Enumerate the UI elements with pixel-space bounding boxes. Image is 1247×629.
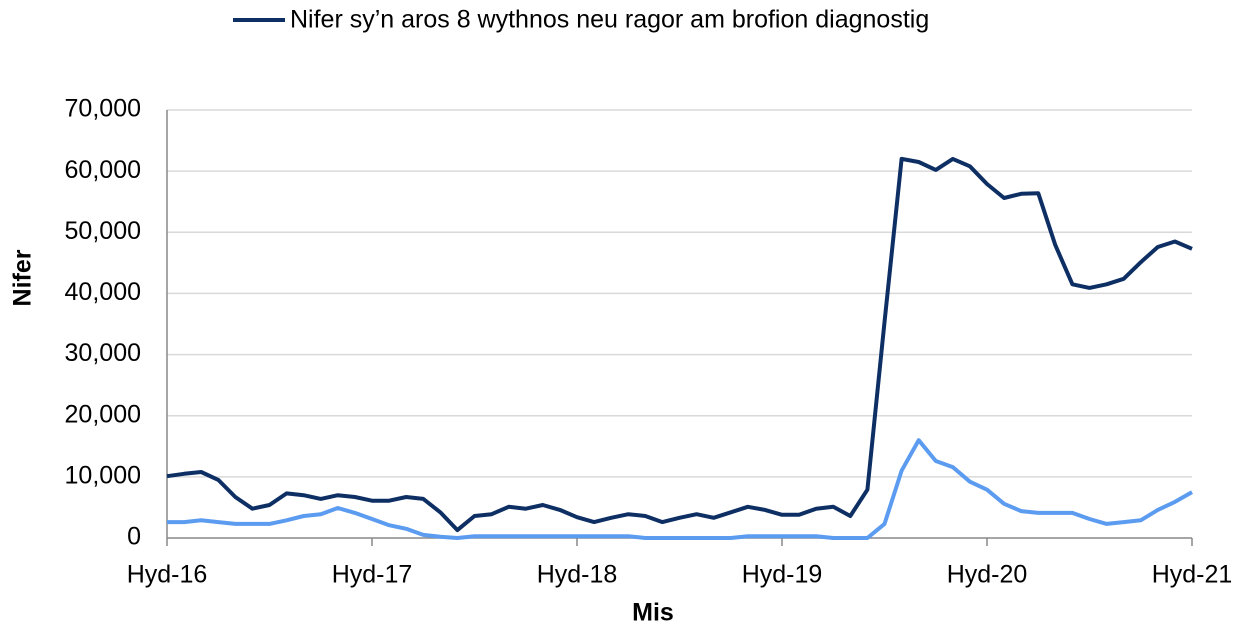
x-tick-label: Hyd-16: [127, 561, 208, 589]
y-tick-label: 20,000: [65, 400, 141, 428]
series-line: [167, 438, 1193, 540]
x-tick-label: Hyd-21: [1152, 561, 1233, 589]
x-tick-label: Hyd-17: [332, 561, 413, 589]
legend-label: Nifer sy’n aros 8 wythnos neu ragor am b…: [290, 6, 929, 34]
y-tick-label: 60,000: [65, 156, 141, 184]
x-tick-label: Hyd-19: [742, 561, 823, 589]
y-tick-label: 50,000: [65, 217, 141, 245]
y-tick-label: 40,000: [65, 278, 141, 306]
y-axis-title: Nifer: [9, 249, 37, 306]
y-tick-label: 10,000: [65, 461, 141, 489]
x-tick-label: Hyd-20: [947, 561, 1028, 589]
y-tick-label: 30,000: [65, 339, 141, 367]
y-tick-label: 70,000: [65, 95, 141, 123]
series-line: [166, 156, 1193, 533]
x-axis-title: Mis: [632, 599, 674, 627]
y-tick-label: 0: [127, 523, 141, 551]
x-tick-label: Hyd-18: [537, 561, 618, 589]
